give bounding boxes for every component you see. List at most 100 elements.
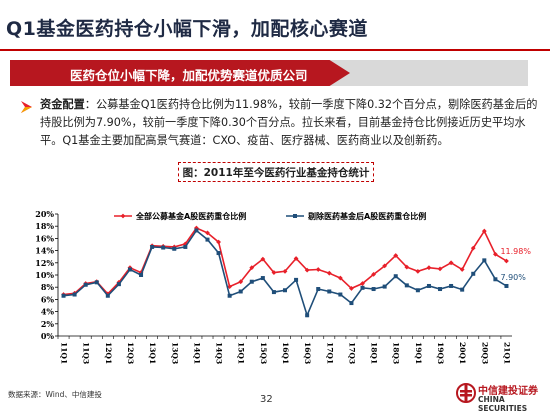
- y-tick-label: 16%: [35, 233, 54, 243]
- series-1-point: [249, 265, 255, 271]
- title-divider: [0, 49, 550, 51]
- series-1-point: [260, 256, 266, 262]
- figure-caption-box: 图：2011年至今医药行业基金持仓统计: [178, 162, 374, 182]
- series-1-point: [337, 275, 343, 281]
- series-1-point: [238, 279, 244, 285]
- y-tick-label: 2%: [41, 319, 55, 329]
- body-text: ：公募基金Q1医药持仓比例为11.98%，较前一季度下降0.32个百分点，剔除医…: [40, 98, 538, 147]
- y-tick-label: 8%: [41, 282, 55, 292]
- x-tick-label: 17Q1: [325, 342, 334, 364]
- figure-caption: 图：2011年至今医药行业基金持仓统计: [182, 167, 370, 179]
- annotation-label-1: 11.98%: [500, 247, 531, 256]
- series-1-point: [349, 286, 354, 291]
- x-tick-label: 19Q3: [436, 342, 445, 364]
- series-2-point: [283, 288, 287, 293]
- y-tick-label: 14%: [35, 246, 54, 256]
- series-2-point: [294, 277, 299, 282]
- x-tick-label: 19Q1: [414, 342, 423, 364]
- logo-icon: [456, 383, 476, 403]
- series-2-point: [161, 245, 166, 250]
- series-2-point: [150, 244, 155, 249]
- series-1-point: [504, 258, 509, 264]
- y-tick-label: 18%: [35, 221, 54, 231]
- series-1-point: [448, 260, 454, 266]
- bullet-arrow-icon: [21, 101, 32, 113]
- series-2-point: [382, 284, 387, 289]
- series-1-point: [371, 271, 376, 277]
- series-2-point: [94, 280, 99, 285]
- y-tick-label: 10%: [35, 270, 54, 280]
- series-2-point: [360, 285, 365, 290]
- series-1-point: [459, 267, 465, 272]
- series-2-point: [415, 288, 420, 293]
- series-2-point: [249, 279, 254, 284]
- body-paragraph: 资金配置：公募基金Q1医药持仓比例为11.98%，较前一季度下降0.32个百分点…: [40, 96, 540, 150]
- series-2-point: [471, 271, 476, 276]
- x-tick-label: 20Q1: [458, 342, 467, 364]
- series-2-point: [72, 292, 77, 297]
- series-2-point: [183, 244, 188, 249]
- series-1-point: [227, 284, 233, 289]
- series-2-point: [493, 277, 498, 282]
- x-tick-label: 16Q1: [281, 342, 290, 364]
- series-2-point: [449, 283, 454, 288]
- series-2-point: [127, 267, 132, 272]
- series-1-point: [182, 241, 188, 247]
- series-2-point: [426, 283, 431, 288]
- banner-text: 医药仓位小幅下降，加配优势赛道优质公司: [70, 68, 308, 83]
- section-banner: 医药仓位小幅下降，加配优势赛道优质公司: [10, 60, 528, 86]
- x-tick-label: 12Q3: [126, 342, 135, 364]
- x-tick-label: 15Q1: [237, 342, 246, 364]
- x-tick-label: 21Q1: [502, 342, 511, 364]
- series-1-point: [404, 264, 410, 270]
- x-tick-label: 14Q3: [215, 342, 224, 364]
- legend-marker-2: [293, 214, 297, 218]
- series-1-point: [437, 266, 443, 272]
- y-tick-label: 12%: [35, 258, 54, 268]
- series-2-point: [349, 301, 354, 306]
- series-1-point: [293, 256, 299, 261]
- series-2-point: [393, 274, 398, 279]
- series-2-point: [105, 293, 110, 298]
- x-tick-label: 13Q3: [170, 342, 179, 364]
- series-2-point: [238, 289, 243, 294]
- series-2-point: [260, 276, 265, 281]
- series-2-point: [327, 289, 332, 294]
- logo-text-cn: 中信建投证券: [478, 386, 538, 397]
- y-tick-label: 4%: [41, 307, 55, 317]
- series-2-point: [205, 237, 210, 242]
- series-2-point: [504, 283, 509, 288]
- legend-label-2: 剔除医药基金后A股医药重仓比例: [307, 211, 426, 221]
- body-lead: 资金配置: [40, 98, 85, 111]
- x-tick-label: 13Q1: [148, 342, 157, 364]
- series-2-point: [316, 287, 321, 292]
- series-2-point: [371, 287, 376, 292]
- series-2-point: [404, 283, 409, 288]
- line-chart: 0% 2% 4% 6% 8% 10% 12% 14% 16% 18% 20% 11Q1 11Q3 12Q1…: [35, 209, 531, 364]
- series-line-1: [63, 227, 507, 296]
- x-tick-label: 11Q3: [82, 342, 91, 364]
- page-title: Q1基金医药持仓小幅下滑，加配核心赛道: [6, 18, 368, 40]
- x-tick-label: 14Q1: [192, 342, 201, 364]
- annotation-label-2: 7.90%: [500, 273, 526, 282]
- x-tick-label: 11Q1: [60, 342, 69, 364]
- series-1-point: [205, 230, 210, 236]
- series-1-point: [326, 270, 332, 276]
- series-1-point: [216, 239, 221, 245]
- series-2-point: [338, 292, 343, 297]
- series-2-point: [172, 246, 177, 251]
- x-tick-label: 18Q3: [392, 342, 401, 364]
- legend-label-1: 全部公募基金A股医药重仓比例: [135, 211, 246, 221]
- series-1-point: [315, 267, 321, 272]
- x-tick-label: 16Q3: [303, 342, 312, 364]
- legend-marker-1: [120, 213, 126, 219]
- series-2-point: [139, 273, 144, 277]
- series-1-point: [415, 268, 421, 274]
- series-1-point: [426, 265, 432, 271]
- series-2-point: [305, 313, 310, 318]
- y-tick-label: 6%: [41, 294, 55, 304]
- x-tick-label: 12Q1: [104, 342, 113, 364]
- x-tick-label: 17Q3: [347, 342, 356, 364]
- page-number: 32: [260, 394, 273, 405]
- series-2-point: [438, 287, 443, 292]
